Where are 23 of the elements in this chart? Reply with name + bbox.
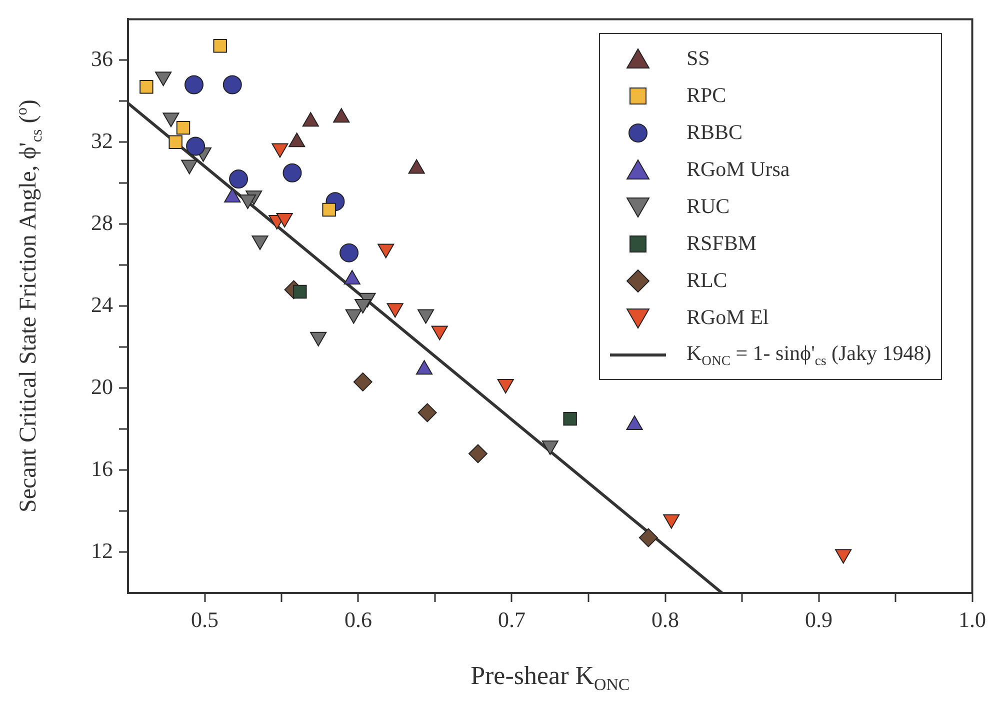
legend-label: RGoM El xyxy=(686,305,769,330)
x-tick-label: 0.9 xyxy=(805,606,832,632)
x-tick-label: 0.8 xyxy=(652,606,679,632)
x-tick-label: 0.6 xyxy=(344,606,372,632)
text: 1.0 xyxy=(958,606,986,632)
legend-label: RLC xyxy=(686,268,728,294)
y-tick-label: 16 xyxy=(91,456,113,481)
legend-label: RBBC xyxy=(686,120,742,146)
y-tick-label: 36 xyxy=(91,46,113,71)
x-axis-title: Pre-shear K$_{ONC}$ xyxy=(470,661,630,696)
y-tick-label: 12 xyxy=(91,538,113,563)
legend-label: SS xyxy=(686,46,710,72)
y-tick-label: 32 xyxy=(91,128,113,153)
legend-label: RGoM Ursa xyxy=(686,157,790,182)
legend-label: RPC xyxy=(686,83,726,108)
legend-label: RUC xyxy=(686,194,730,220)
legend-label: K$_{ONC}$ = 1- sinϕ'$_{cs}$ (Jaky 1948) xyxy=(686,340,932,369)
y-tick-label: 20 xyxy=(91,374,113,399)
y-tick-label: 24 xyxy=(91,292,113,317)
y-tick-label: 28 xyxy=(91,210,113,235)
x-tick-label: 0.5 xyxy=(191,606,218,632)
x-tick-label: 0.7 xyxy=(498,606,526,632)
legend-label: RSFBM xyxy=(686,231,757,256)
